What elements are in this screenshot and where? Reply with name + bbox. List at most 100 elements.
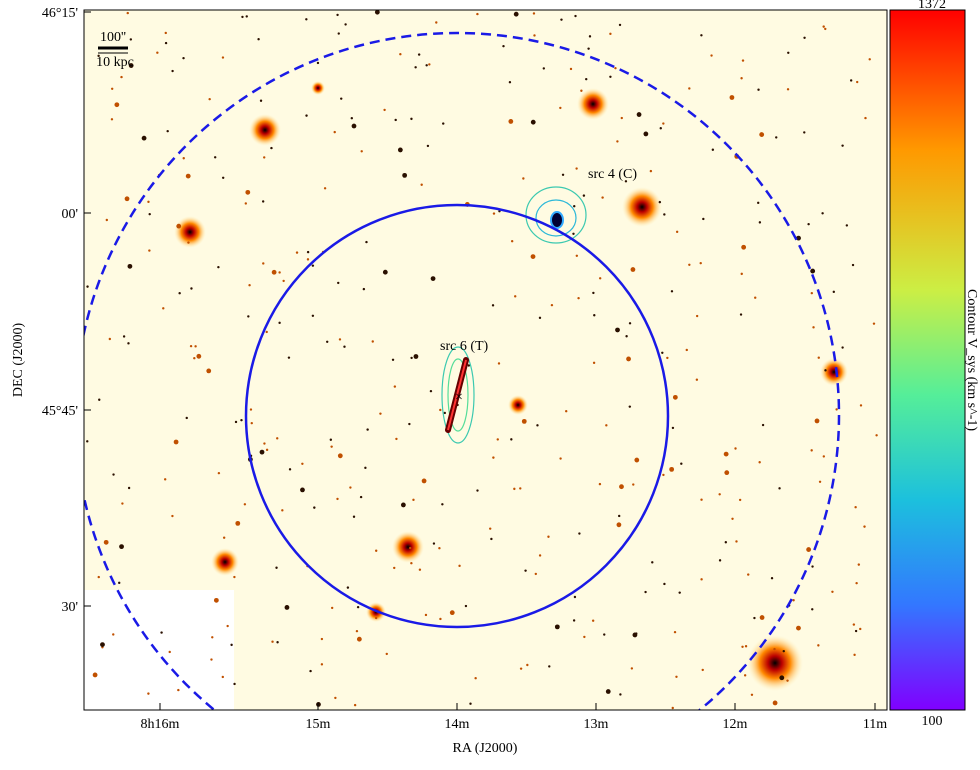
star: [601, 196, 604, 199]
star: [222, 536, 226, 539]
star: [173, 439, 179, 445]
y-tick-label: 46°15': [42, 6, 78, 21]
star: [542, 67, 546, 70]
star: [352, 515, 356, 518]
star: [435, 21, 438, 24]
star: [196, 353, 202, 359]
star: [628, 405, 632, 408]
star: [382, 269, 388, 275]
star: [442, 122, 445, 125]
x-tick-label: 11m: [863, 717, 887, 732]
star: [344, 23, 347, 26]
star: [856, 80, 859, 84]
star: [810, 291, 814, 295]
star: [548, 665, 551, 668]
star: [609, 75, 612, 78]
contour: [535, 199, 577, 237]
star: [554, 624, 560, 630]
star: [397, 147, 403, 153]
star: [521, 418, 527, 424]
star: [496, 438, 499, 441]
star: [217, 265, 220, 269]
y-axis-label: DEC (J2000): [11, 323, 26, 398]
star: [701, 668, 704, 672]
star: [213, 597, 219, 603]
star: [166, 129, 169, 133]
star: [569, 67, 573, 71]
star: [410, 117, 413, 121]
star: [617, 514, 621, 518]
star: [108, 337, 112, 341]
star: [160, 631, 163, 634]
star: [753, 616, 756, 620]
star: [395, 437, 398, 441]
star: [851, 263, 855, 267]
star: [421, 478, 427, 484]
star: [263, 156, 266, 159]
star: [857, 563, 861, 566]
star: [320, 637, 324, 641]
plot-frame: [83, 9, 888, 711]
x-axis-label: RA (J2000): [453, 741, 518, 756]
star: [295, 251, 299, 254]
star: [743, 674, 747, 677]
star: [439, 408, 442, 412]
star: [824, 369, 827, 372]
star: [265, 330, 268, 334]
star: [356, 636, 362, 642]
star: [609, 32, 612, 36]
star: [575, 167, 578, 170]
star: [371, 340, 374, 343]
star: [711, 148, 715, 151]
star: [305, 114, 308, 117]
star: [513, 11, 519, 17]
star: [575, 254, 579, 258]
star: [508, 80, 512, 84]
star: [619, 484, 624, 490]
star: [374, 10, 380, 15]
star: [248, 284, 251, 287]
star: [244, 202, 248, 205]
star: [538, 554, 542, 557]
star: [577, 88, 609, 120]
star: [118, 581, 121, 585]
star: [782, 649, 785, 653]
star: [758, 221, 762, 224]
star: [489, 527, 492, 530]
star: [619, 693, 622, 696]
star: [311, 314, 315, 317]
star: [754, 296, 757, 299]
star: [747, 635, 803, 691]
star: [414, 66, 417, 69]
star: [400, 502, 406, 508]
star: [257, 38, 260, 41]
star: [678, 591, 681, 594]
star: [163, 478, 167, 481]
star: [710, 54, 713, 57]
star: [649, 169, 653, 173]
star: [573, 595, 577, 599]
star: [410, 562, 413, 565]
star: [530, 254, 536, 260]
star: [287, 356, 291, 359]
star: [632, 632, 638, 638]
star: [673, 630, 677, 634]
star: [185, 416, 188, 420]
star: [360, 150, 363, 153]
star: [262, 262, 265, 265]
star: [695, 314, 699, 318]
star: [432, 542, 436, 545]
star: [235, 520, 241, 526]
star: [841, 346, 844, 349]
star: [550, 303, 554, 307]
star: [148, 212, 151, 216]
star: [662, 473, 665, 477]
star: [392, 531, 424, 563]
star: [492, 212, 496, 215]
star: [565, 410, 568, 413]
star: [670, 290, 674, 293]
star: [700, 498, 703, 501]
star: [820, 358, 848, 386]
star: [533, 34, 536, 37]
star: [786, 679, 789, 682]
